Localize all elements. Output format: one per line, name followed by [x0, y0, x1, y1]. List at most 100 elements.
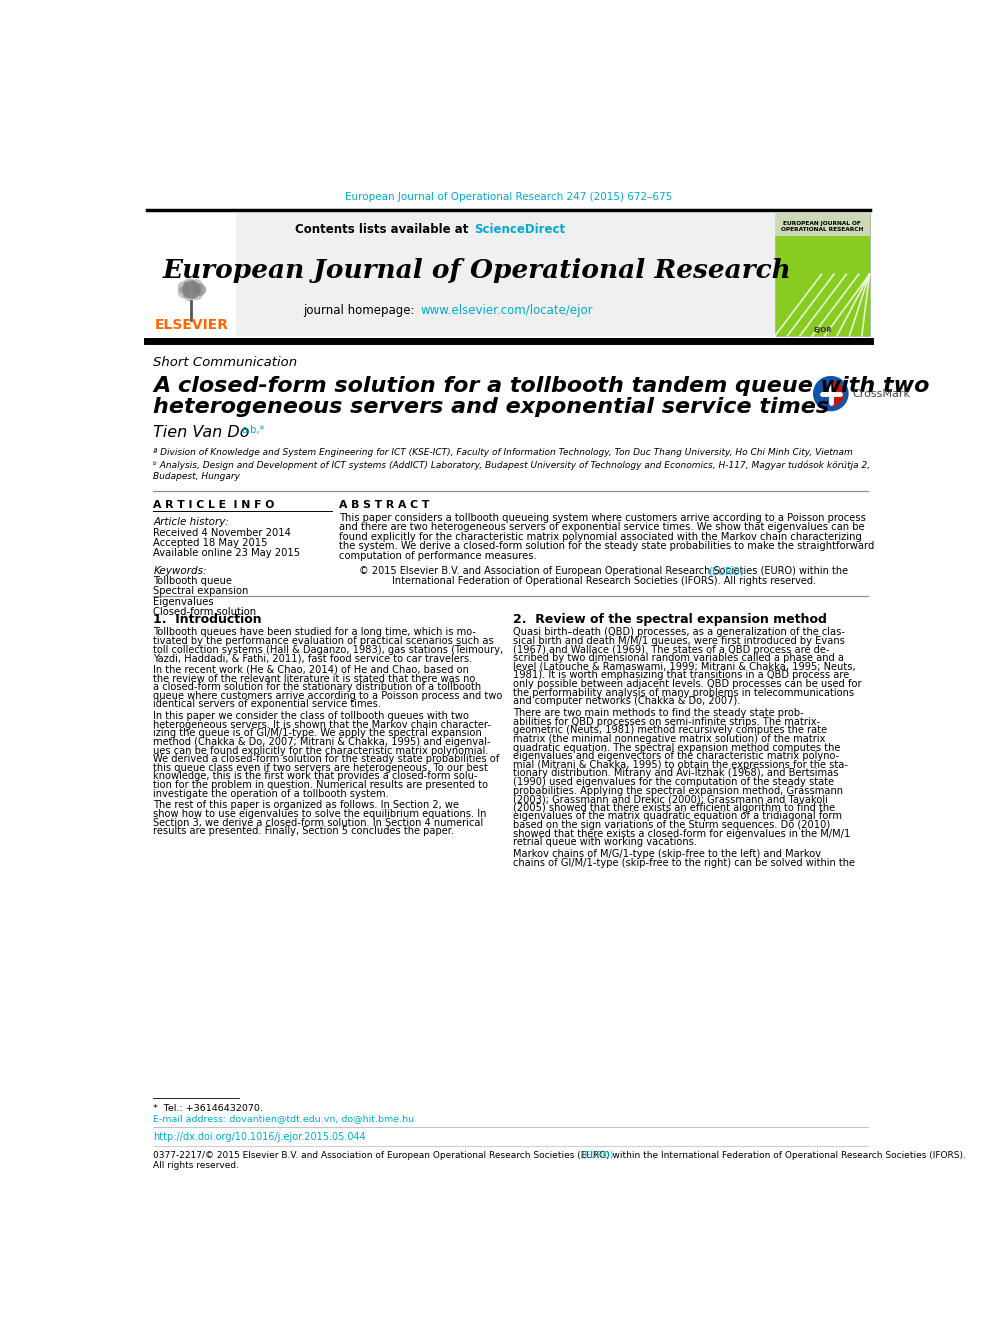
Text: Available online 23 May 2015: Available online 23 May 2015: [154, 548, 301, 558]
Text: the performability analysis of many problems in telecommunications: the performability analysis of many prob…: [513, 688, 854, 697]
Text: method (Chakka & Do, 2007; Mitrani & Chakka, 1995) and eigenval-: method (Chakka & Do, 2007; Mitrani & Cha…: [154, 737, 491, 747]
Text: A closed-form solution for a tollbooth tandem queue with two: A closed-form solution for a tollbooth t…: [154, 376, 930, 396]
Text: There are two main methods to find the steady state prob-: There are two main methods to find the s…: [513, 708, 804, 718]
Text: heterogeneous servers. It is shown that the Markov chain character-: heterogeneous servers. It is shown that …: [154, 720, 491, 730]
Text: European Journal of Operational Research 247 (2015) 672–675: European Journal of Operational Research…: [345, 192, 672, 202]
Text: and computer networks (Chakka & Do, 2007).: and computer networks (Chakka & Do, 2007…: [513, 696, 740, 706]
Text: E-mail address: dovantien@tdt.edu.vn, do@hit.bme.hu: E-mail address: dovantien@tdt.edu.vn, do…: [154, 1114, 415, 1123]
Text: geometric (Neuts, 1981) method recursively computes the rate: geometric (Neuts, 1981) method recursive…: [513, 725, 827, 736]
Text: heterogeneous servers and exponential service times: heterogeneous servers and exponential se…: [154, 397, 829, 418]
Text: probabilities. Applying the spectral expansion method, Grassmann: probabilities. Applying the spectral exp…: [513, 786, 843, 795]
Text: 2.  Review of the spectral expansion method: 2. Review of the spectral expansion meth…: [513, 613, 827, 626]
Text: show how to use eigenvalues to solve the equilibrium equations. In: show how to use eigenvalues to solve the…: [154, 810, 487, 819]
Text: only possible between adjacent levels. QBD processes can be used for: only possible between adjacent levels. Q…: [513, 679, 862, 689]
Text: Article history:: Article history:: [154, 517, 229, 527]
Text: Closed-form solution: Closed-form solution: [154, 606, 257, 617]
Text: this queue class even if two servers are heterogeneous. To our best: this queue class even if two servers are…: [154, 763, 488, 773]
Text: 1.  Introduction: 1. Introduction: [154, 613, 262, 626]
Text: identical servers of exponential service times.: identical servers of exponential service…: [154, 700, 382, 709]
Bar: [775, 213, 870, 336]
Circle shape: [190, 288, 202, 300]
Text: Spectral expansion: Spectral expansion: [154, 586, 249, 597]
Bar: [236, 213, 775, 336]
Bar: [775, 213, 870, 235]
Text: matrix (the minimal nonnegative matrix solution) of the matrix: matrix (the minimal nonnegative matrix s…: [513, 734, 825, 744]
Text: tion for the problem in question. Numerical results are presented to: tion for the problem in question. Numeri…: [154, 781, 489, 790]
Text: A R T I C L E  I N F O: A R T I C L E I N F O: [154, 500, 275, 511]
Circle shape: [178, 280, 190, 294]
Text: http://dx.doi.org/10.1016/j.ejor.2015.05.044: http://dx.doi.org/10.1016/j.ejor.2015.05…: [154, 1131, 366, 1142]
Text: (2005) showed that there exists an efficient algorithm to find the: (2005) showed that there exists an effic…: [513, 803, 835, 812]
Text: Quasi birth–death (QBD) processes, as a generalization of the clas-: Quasi birth–death (QBD) processes, as a …: [513, 627, 845, 638]
Text: tivated by the performance evaluation of practical scenarios such as: tivated by the performance evaluation of…: [154, 636, 494, 646]
Text: 1981). It is worth emphasizing that transitions in a QBD process are: 1981). It is worth emphasizing that tran…: [513, 671, 849, 680]
Circle shape: [178, 286, 190, 298]
Text: level (Latouche & Ramaswami, 1999; Mitrani & Chakka, 1995; Neuts,: level (Latouche & Ramaswami, 1999; Mitra…: [513, 662, 856, 672]
Text: European Journal of Operational Research: European Journal of Operational Research: [163, 258, 791, 283]
Circle shape: [184, 278, 195, 291]
Text: a closed-form solution for the stationary distribution of a tollbooth: a closed-form solution for the stationar…: [154, 683, 481, 692]
Text: scribed by two dimensional random variables called a phase and a: scribed by two dimensional random variab…: [513, 654, 844, 663]
Text: The rest of this paper is organized as follows. In Section 2, we: The rest of this paper is organized as f…: [154, 800, 459, 811]
Text: Section 3, we derive a closed-form solution. In Section 4 numerical: Section 3, we derive a closed-form solut…: [154, 818, 484, 828]
Text: This paper considers a tollbooth queueing system where customers arrive accordin: This paper considers a tollbooth queuein…: [339, 512, 866, 523]
Text: journal homepage:: journal homepage:: [304, 304, 419, 318]
Text: (EURO): (EURO): [708, 566, 744, 577]
Text: EJOR: EJOR: [813, 327, 831, 332]
Text: a,b,*: a,b,*: [242, 425, 265, 435]
Text: 0377-2217/© 2015 Elsevier B.V. and Association of European Operational Research : 0377-2217/© 2015 Elsevier B.V. and Assoc…: [154, 1151, 966, 1160]
Text: © 2015 Elsevier B.V. and Association of European Operational Research Societies : © 2015 Elsevier B.V. and Association of …: [359, 566, 848, 577]
Text: CrossMark: CrossMark: [852, 389, 911, 398]
Text: (1990) used eigenvalues for the computation of the steady state: (1990) used eigenvalues for the computat…: [513, 777, 834, 787]
Circle shape: [813, 376, 848, 411]
Text: International Federation of Operational Research Societies (IFORS). All rights r: International Federation of Operational …: [392, 577, 815, 586]
Circle shape: [193, 283, 206, 296]
Text: the system. We derive a closed-form solution for the steady state probabilities : the system. We derive a closed-form solu…: [339, 541, 875, 552]
Text: Received 4 November 2014: Received 4 November 2014: [154, 528, 292, 538]
Text: ᵇ Analysis, Design and Development of ICT systems (AddICT) Laboratory, Budapest : ᵇ Analysis, Design and Development of IC…: [154, 460, 871, 470]
Text: ues can be found explicitly for the characteristic matrix polynomial.: ues can be found explicitly for the char…: [154, 746, 489, 755]
Text: investigate the operation of a tollbooth system.: investigate the operation of a tollbooth…: [154, 789, 389, 799]
Text: retrial queue with working vacations.: retrial queue with working vacations.: [513, 837, 697, 847]
Text: queue where customers arrive according to a Poisson process and two: queue where customers arrive according t…: [154, 691, 503, 701]
Text: Tien Van Do: Tien Van Do: [154, 426, 250, 441]
Text: Tollbooth queues have been studied for a long time, which is mo-: Tollbooth queues have been studied for a…: [154, 627, 476, 638]
Text: A B S T R A C T: A B S T R A C T: [339, 500, 430, 511]
Text: (1967) and Wallace (1969). The states of a QBD process are de-: (1967) and Wallace (1969). The states of…: [513, 644, 829, 655]
Text: In this paper we consider the class of tollbooth queues with two: In this paper we consider the class of t…: [154, 710, 469, 721]
Text: *  Tel.: +36146432070.: * Tel.: +36146432070.: [154, 1103, 263, 1113]
Text: Eigenvalues: Eigenvalues: [154, 597, 214, 606]
Text: chains of GI/M/1-type (skip-free to the right) can be solved within the: chains of GI/M/1-type (skip-free to the …: [513, 857, 855, 868]
Text: We derived a closed-form solution for the steady state probabilities of: We derived a closed-form solution for th…: [154, 754, 500, 765]
Text: results are presented. Finally, Section 5 concludes the paper.: results are presented. Finally, Section …: [154, 827, 454, 836]
Text: In the recent work (He & Chao, 2014) of He and Chao, based on: In the recent work (He & Chao, 2014) of …: [154, 665, 469, 675]
Text: Accepted 18 May 2015: Accepted 18 May 2015: [154, 538, 268, 548]
Text: izing the queue is of GI/M/1-type. We apply the spectral expansion: izing the queue is of GI/M/1-type. We ap…: [154, 729, 482, 738]
Text: Budapest, Hungary: Budapest, Hungary: [154, 472, 240, 482]
Text: eigenvalues and eigenvectors of the characteristic matrix polyno-: eigenvalues and eigenvectors of the char…: [513, 751, 839, 761]
Text: found explicitly for the characteristic matrix polynomial associated with the Ma: found explicitly for the characteristic …: [339, 532, 862, 542]
Text: ScienceDirect: ScienceDirect: [474, 224, 565, 235]
Text: sical birth and death M/M/1 queues, were first introduced by Evans: sical birth and death M/M/1 queues, were…: [513, 636, 845, 646]
Text: www.elsevier.com/locate/ejor: www.elsevier.com/locate/ejor: [420, 304, 592, 318]
Text: the review of the relevant literature it is stated that there was no: the review of the relevant literature it…: [154, 673, 476, 684]
Wedge shape: [831, 381, 844, 406]
Text: knowledge, this is the first work that provides a closed-form solu-: knowledge, this is the first work that p…: [154, 771, 478, 782]
Text: All rights reserved.: All rights reserved.: [154, 1160, 239, 1170]
Text: computation of performance measures.: computation of performance measures.: [339, 552, 538, 561]
Text: (2003); Grassmann and Drekic (2000); Grassmann and Tavakoli: (2003); Grassmann and Drekic (2000); Gra…: [513, 794, 828, 804]
Text: toll collection systems (Hall & Daganzo, 1983), gas stations (Teimoury,: toll collection systems (Hall & Daganzo,…: [154, 644, 504, 655]
Text: quadratic equation. The spectral expansion method computes the: quadratic equation. The spectral expansi…: [513, 742, 840, 753]
Text: abilities for QBD processes on semi-infinite strips. The matrix-: abilities for QBD processes on semi-infi…: [513, 717, 820, 726]
Text: eigenvalues of the matrix quadratic equation of a tridiagonal form: eigenvalues of the matrix quadratic equa…: [513, 811, 842, 822]
Circle shape: [190, 279, 202, 291]
Text: Tollbooth queue: Tollbooth queue: [154, 577, 232, 586]
Text: Yazdi, Haddadi, & Fathi, 2011), fast food service to car travelers.: Yazdi, Haddadi, & Fathi, 2011), fast foo…: [154, 654, 473, 663]
Text: Markov chains of M/G/1-type (skip-free to the left) and Markov: Markov chains of M/G/1-type (skip-free t…: [513, 849, 821, 859]
Circle shape: [183, 280, 200, 299]
Text: based on the sign variations of the Sturm sequences. Do (2010): based on the sign variations of the Stur…: [513, 820, 830, 830]
Text: and there are two heterogeneous servers of exponential service times. We show th: and there are two heterogeneous servers …: [339, 523, 865, 532]
Text: Short Communication: Short Communication: [154, 356, 298, 369]
Circle shape: [193, 283, 206, 296]
Text: EUROPEAN JOURNAL OF
OPERATIONAL RESEARCH: EUROPEAN JOURNAL OF OPERATIONAL RESEARCH: [781, 221, 863, 232]
